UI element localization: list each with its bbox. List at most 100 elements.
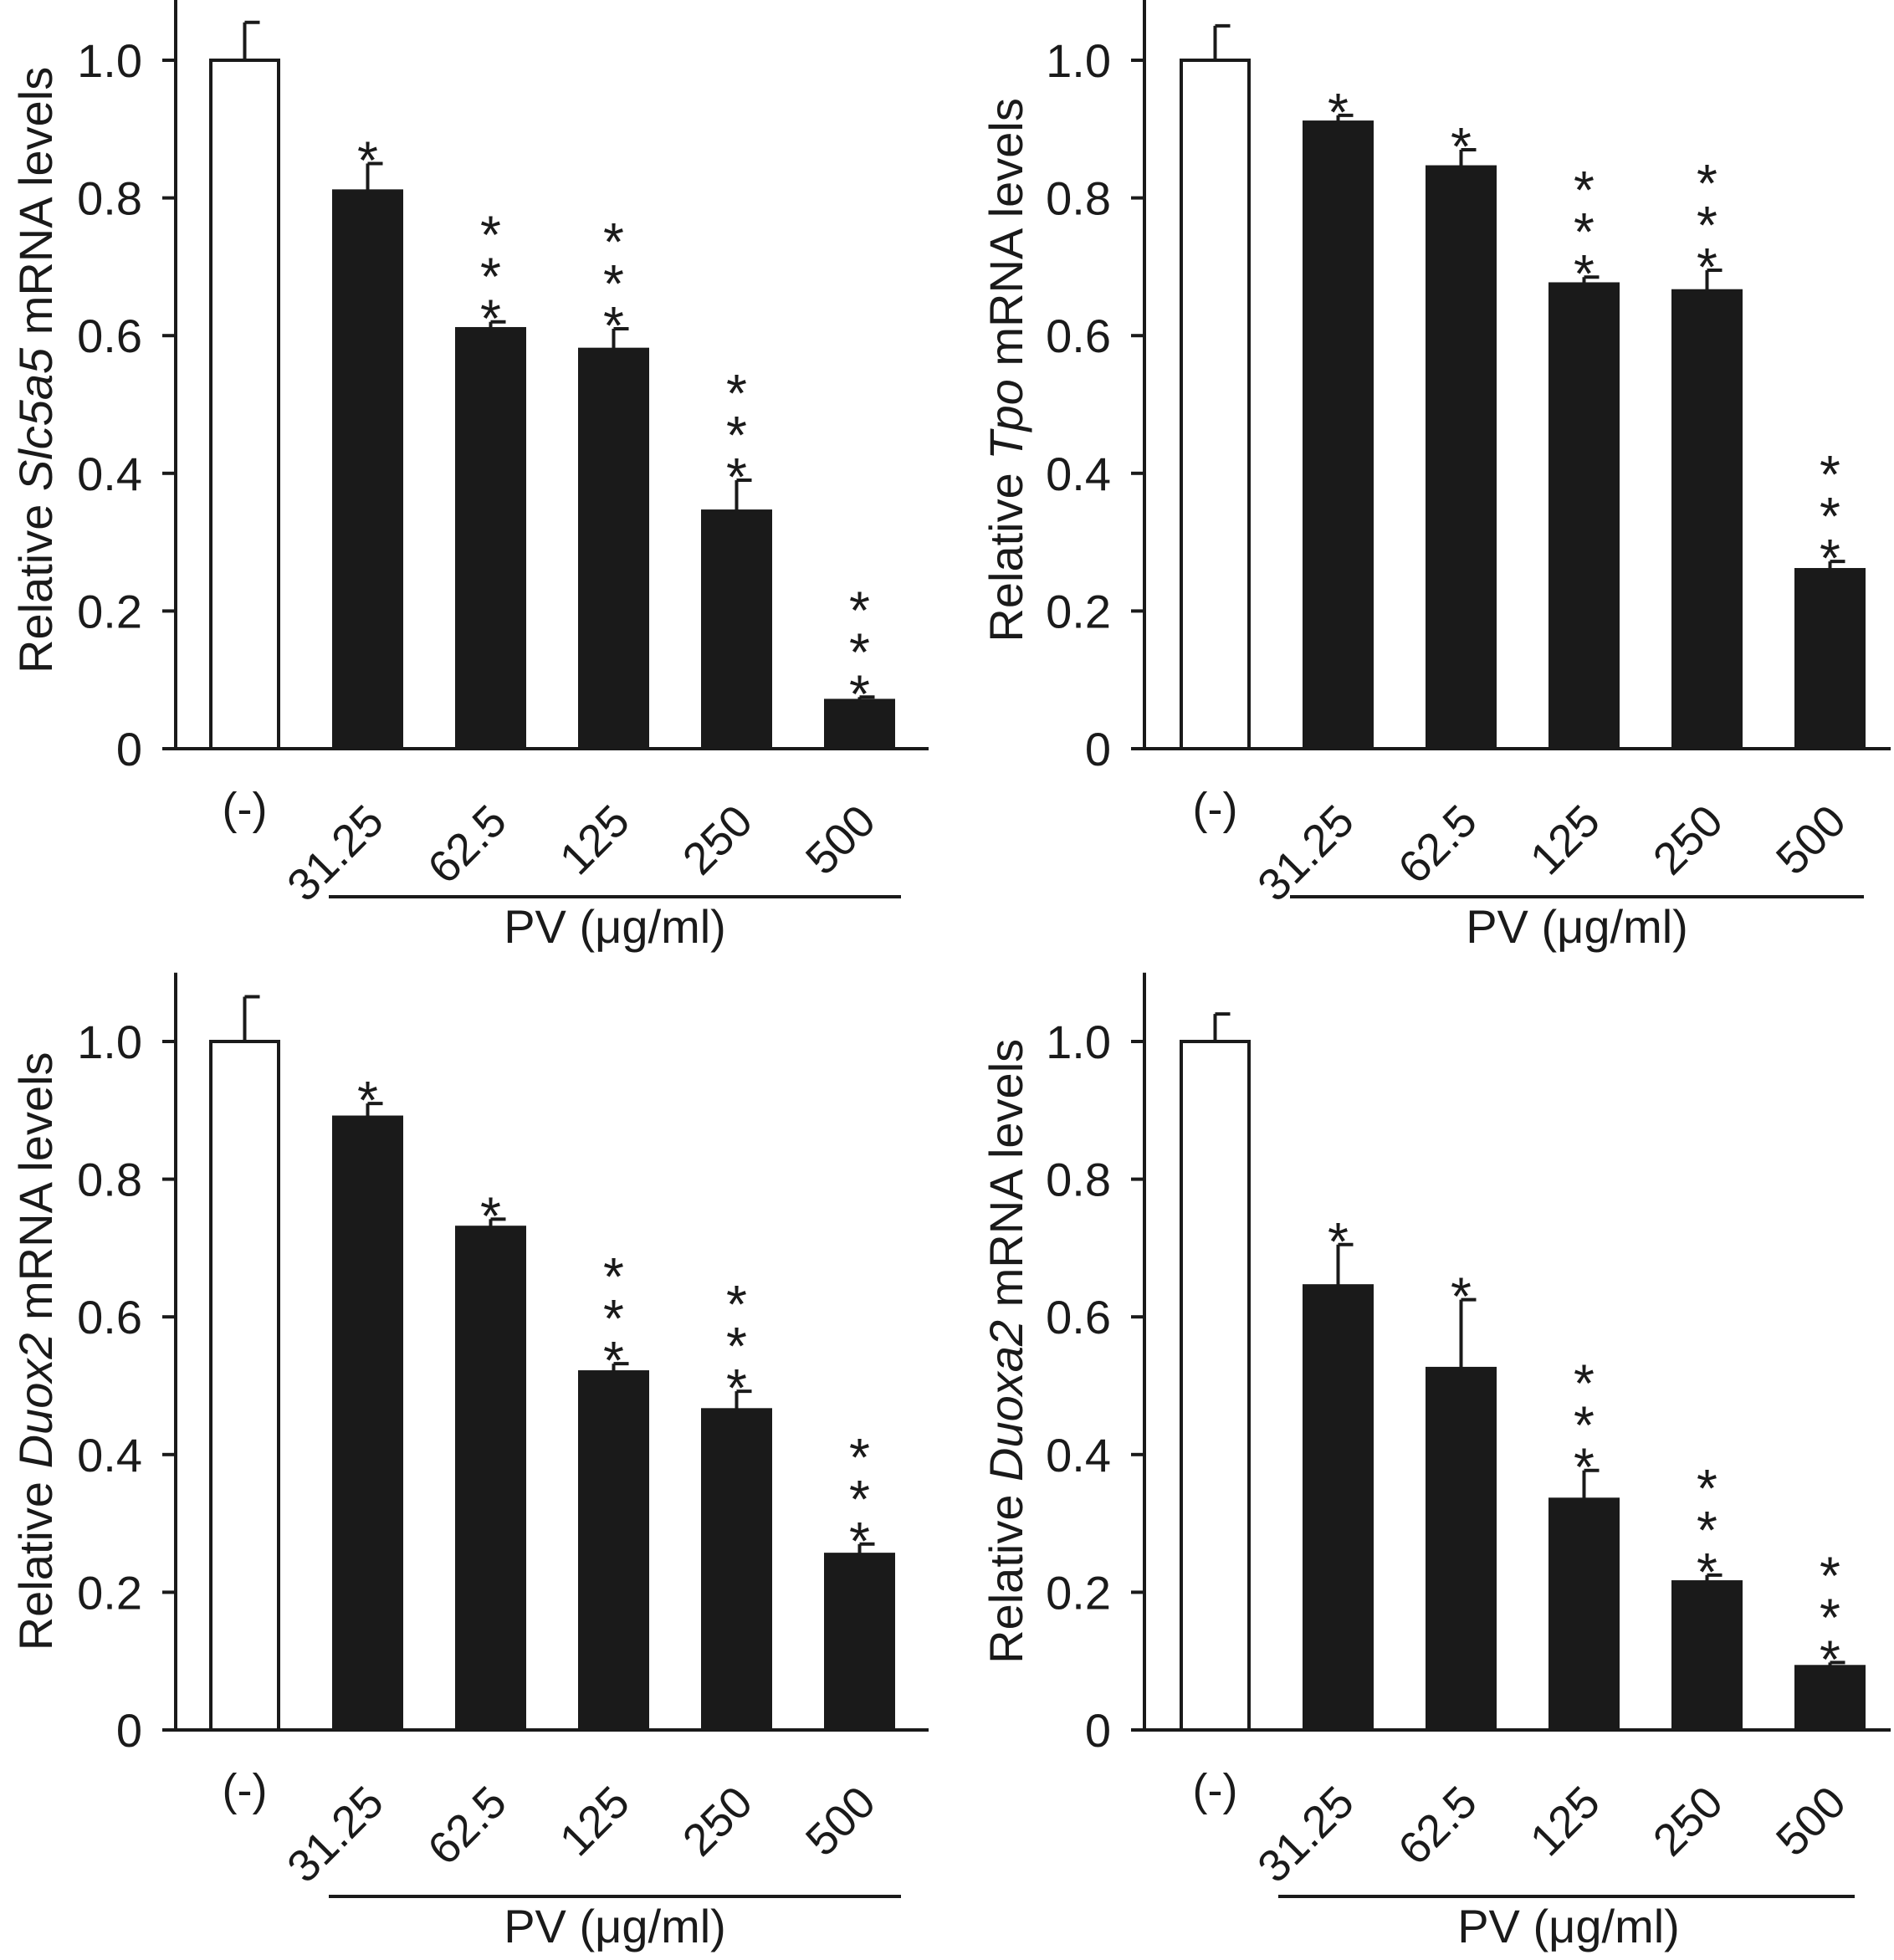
chart-duox2: 0 0.2 0.4 0.6 0.8 1.0 (-) * 31.25 * 62.5 * * * 125 * * * 2… xyxy=(9,972,929,1952)
bar-treated xyxy=(332,189,403,750)
x-tick-label: 250 xyxy=(673,796,762,884)
bar-treated xyxy=(578,347,649,750)
x-tick-label: 125 xyxy=(550,1777,639,1865)
y-tick-label: 1.0 xyxy=(77,34,142,87)
y-tick-label: 0.4 xyxy=(77,448,142,500)
chart-tpo: 0 0.2 0.4 0.6 0.8 1.0 (-) * 31.25 * 62.5 * * * 125 * * * 2… xyxy=(980,0,1891,953)
bar-treated xyxy=(1426,1366,1497,1732)
x-axis-label: PV (μg/ml) xyxy=(504,900,726,953)
significance-stars: * * * xyxy=(1697,153,1717,297)
significance-stars: * * * xyxy=(480,205,501,349)
bar-treated xyxy=(332,1115,403,1732)
y-tick-label: 0.6 xyxy=(77,1291,142,1343)
x-tick-label: 250 xyxy=(673,1777,762,1865)
significance-stars: * xyxy=(480,1185,501,1246)
bar-treated xyxy=(701,509,772,750)
x-tick-label: 31.25 xyxy=(1248,796,1364,911)
x-axis-label: PV (μg/ml) xyxy=(1466,900,1688,953)
y-tick-label: 0.6 xyxy=(1046,1291,1111,1343)
y-tick-label: 0 xyxy=(1085,1704,1111,1757)
bar-treated xyxy=(1548,1497,1620,1732)
bar-treated xyxy=(455,326,526,750)
y-tick-label: 1.0 xyxy=(1046,1016,1111,1068)
bar-treated xyxy=(1303,1284,1374,1732)
x-tick-label: 31.25 xyxy=(1248,1777,1364,1892)
significance-stars: * * * xyxy=(1574,160,1595,304)
significance-stars: * xyxy=(1328,82,1349,142)
significance-stars: * * * xyxy=(603,212,624,356)
x-axis-label: PV (μg/ml) xyxy=(504,1900,726,1952)
bar-treated xyxy=(1794,1665,1866,1732)
x-tick-label: (-) xyxy=(223,1765,268,1815)
y-tick-label: 0.2 xyxy=(77,1566,142,1619)
y-tick-label: 1.0 xyxy=(77,1016,142,1068)
x-tick-label: 500 xyxy=(796,1777,885,1865)
y-tick-label: 0.6 xyxy=(1046,310,1111,362)
x-tick-label: 62.5 xyxy=(1389,796,1487,893)
bar-treated xyxy=(1671,1580,1743,1732)
x-tick-label: 500 xyxy=(1767,1777,1856,1865)
x-tick-label: 250 xyxy=(1644,1777,1733,1865)
significance-stars: * xyxy=(357,1070,378,1130)
bar-treated xyxy=(455,1226,526,1732)
significance-stars: * xyxy=(357,130,378,190)
y-tick-label: 0.8 xyxy=(77,1154,142,1206)
y-axis-label: Relative Duox2 mRNA levels xyxy=(9,1052,62,1650)
significance-stars: * * * xyxy=(849,1427,870,1571)
bar-treated xyxy=(1426,165,1497,750)
significance-stars: * xyxy=(1451,116,1472,177)
x-tick-label: 125 xyxy=(1521,1777,1610,1865)
chart-duoxa2: 0 0.2 0.4 0.6 0.8 1.0 (-) * 31.25 * 62.5 * * * 125 * * * 2… xyxy=(980,972,1891,1952)
y-tick-label: 0 xyxy=(1085,723,1111,775)
bar-control xyxy=(209,59,280,750)
x-tick-label: 31.25 xyxy=(278,796,393,911)
x-tick-label: 125 xyxy=(550,796,639,884)
x-tick-label: 250 xyxy=(1644,796,1733,884)
y-tick-label: 0.2 xyxy=(1046,1566,1111,1619)
x-tick-label: (-) xyxy=(1193,784,1238,834)
bar-control xyxy=(1180,1040,1251,1732)
x-tick-label: (-) xyxy=(223,784,268,834)
bar-treated xyxy=(824,1553,895,1732)
y-tick-label: 0.8 xyxy=(1046,1154,1111,1206)
x-axis-label: PV (μg/ml) xyxy=(1457,1900,1680,1952)
bar-control xyxy=(209,1040,280,1732)
y-tick-label: 0.2 xyxy=(77,585,142,637)
x-tick-label: 500 xyxy=(796,796,885,884)
y-tick-label: 0.2 xyxy=(1046,585,1111,637)
x-tick-label: 62.5 xyxy=(418,1777,516,1875)
y-tick-label: 0 xyxy=(116,1704,142,1757)
significance-stars: * xyxy=(1451,1267,1472,1327)
y-tick-label: 0 xyxy=(116,723,142,775)
significance-stars: * * * xyxy=(1820,444,1840,588)
significance-stars: * xyxy=(1328,1211,1349,1272)
x-tick-label: 500 xyxy=(1767,796,1856,884)
y-tick-label: 0.4 xyxy=(1046,1429,1111,1482)
y-axis-label: Relative Duoxa2 mRNA levels xyxy=(980,1039,1032,1664)
bar-treated xyxy=(578,1370,649,1732)
x-tick-label: (-) xyxy=(1193,1765,1238,1815)
x-tick-label: 62.5 xyxy=(1389,1777,1487,1875)
bar-treated xyxy=(701,1408,772,1732)
bar-treated xyxy=(1671,289,1743,750)
significance-stars: * * * xyxy=(1574,1354,1595,1497)
bar-control xyxy=(1180,59,1251,750)
bar-treated xyxy=(1303,120,1374,750)
significance-stars: * * * xyxy=(726,1274,747,1418)
significance-stars: * * * xyxy=(603,1246,624,1390)
significance-stars: * * * xyxy=(1697,1458,1717,1602)
y-tick-label: 0.4 xyxy=(77,1429,142,1482)
x-tick-label: 125 xyxy=(1521,796,1610,884)
chart-slc5a5: 0 0.2 0.4 0.6 0.8 1.0 (-) * 31.25 * * * 62.5 * * * 125 * *… xyxy=(9,0,929,953)
y-tick-label: 1.0 xyxy=(1046,34,1111,87)
significance-stars: * * * xyxy=(849,580,870,724)
x-tick-label: 62.5 xyxy=(418,796,516,893)
significance-stars: * * * xyxy=(1820,1545,1840,1689)
y-tick-label: 0.4 xyxy=(1046,448,1111,500)
bar-treated xyxy=(1794,568,1866,751)
significance-stars: * * * xyxy=(726,363,747,507)
y-axis-label: Relative Slc5a5 mRNA levels xyxy=(9,67,62,673)
bar-treated xyxy=(1548,282,1620,751)
y-axis-label: Relative Tpo mRNA levels xyxy=(980,98,1032,642)
